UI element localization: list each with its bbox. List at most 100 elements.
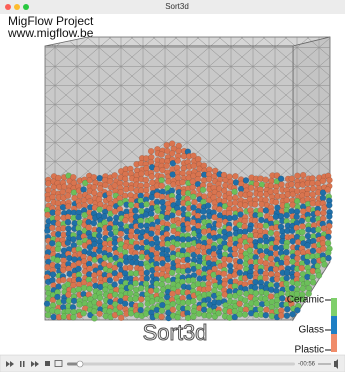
zoom-button[interactable] <box>23 4 29 10</box>
particle <box>284 260 290 266</box>
particle <box>263 307 269 313</box>
particle <box>91 174 97 180</box>
particle <box>91 241 97 247</box>
particle <box>242 312 248 318</box>
particle <box>294 214 300 220</box>
particle <box>211 195 217 201</box>
particle <box>60 267 66 273</box>
particle <box>299 229 305 235</box>
particle <box>148 288 154 294</box>
particle <box>122 217 128 223</box>
progress-handle[interactable] <box>77 361 83 367</box>
particle <box>216 222 222 228</box>
particle <box>149 299 155 305</box>
particle <box>294 198 300 204</box>
particle <box>268 230 274 236</box>
particle <box>51 314 57 320</box>
particle <box>138 296 144 302</box>
legend-swatch-plastic <box>331 334 337 352</box>
particle <box>237 270 243 276</box>
particle <box>65 240 71 246</box>
particle <box>226 226 232 232</box>
particle <box>232 173 238 179</box>
particle <box>248 185 254 191</box>
particle <box>205 203 211 209</box>
particle <box>159 199 165 205</box>
particle <box>149 194 155 200</box>
particle <box>87 266 93 272</box>
particle <box>144 276 150 282</box>
particle <box>327 177 333 183</box>
legend-swatch-ceramic <box>331 298 337 316</box>
particle <box>320 178 326 184</box>
particle <box>164 142 170 148</box>
particle <box>97 175 103 181</box>
particle <box>222 183 228 189</box>
particle <box>165 304 171 310</box>
particle <box>253 290 259 296</box>
particle <box>133 296 139 302</box>
particle <box>175 175 181 181</box>
particle <box>237 311 243 317</box>
particle <box>185 268 191 274</box>
particle <box>165 241 171 247</box>
legend-label: Plastic <box>295 345 324 356</box>
particle <box>138 223 144 229</box>
particle <box>70 282 76 288</box>
particle <box>300 172 306 178</box>
project-url: www.migflow.be <box>7 26 94 40</box>
particle <box>118 231 124 237</box>
particle <box>320 246 326 252</box>
particle <box>96 233 102 239</box>
particle <box>143 212 149 218</box>
particle <box>55 200 61 206</box>
particle <box>216 192 222 198</box>
particle <box>60 204 66 210</box>
particle <box>169 141 175 147</box>
particle <box>107 225 113 231</box>
particle <box>321 262 327 268</box>
particle <box>191 205 197 211</box>
minimize-button[interactable] <box>14 4 20 10</box>
particle <box>192 199 198 205</box>
particle <box>299 265 305 271</box>
caption: Sort3d <box>143 320 208 345</box>
particle <box>306 285 312 291</box>
particle <box>50 272 56 278</box>
particle <box>190 298 196 304</box>
particle <box>221 262 227 268</box>
particle <box>65 193 71 199</box>
particle <box>143 187 149 193</box>
particle <box>107 205 113 211</box>
particle <box>237 264 243 270</box>
particle <box>65 203 71 209</box>
stop-button[interactable] <box>45 361 50 366</box>
particle <box>56 284 62 290</box>
particle <box>81 285 87 291</box>
close-button[interactable] <box>5 4 11 10</box>
particle <box>154 281 160 287</box>
particle <box>154 266 160 272</box>
particle <box>263 223 269 229</box>
particle <box>227 201 233 207</box>
particle <box>170 307 176 313</box>
particle <box>159 292 165 298</box>
progress-track[interactable] <box>67 363 295 366</box>
particle <box>164 163 170 169</box>
particle <box>221 172 227 178</box>
particle <box>158 214 164 220</box>
particle <box>107 196 113 202</box>
particle <box>65 308 71 314</box>
particle <box>148 148 154 154</box>
particle <box>128 186 134 192</box>
particle <box>237 290 243 296</box>
particle <box>304 280 310 286</box>
particle <box>164 226 170 232</box>
particle <box>97 311 103 317</box>
particle <box>279 182 285 188</box>
particle <box>112 292 118 298</box>
particle <box>49 240 55 246</box>
particle <box>180 206 186 212</box>
particle <box>227 293 233 299</box>
particle <box>50 302 56 308</box>
